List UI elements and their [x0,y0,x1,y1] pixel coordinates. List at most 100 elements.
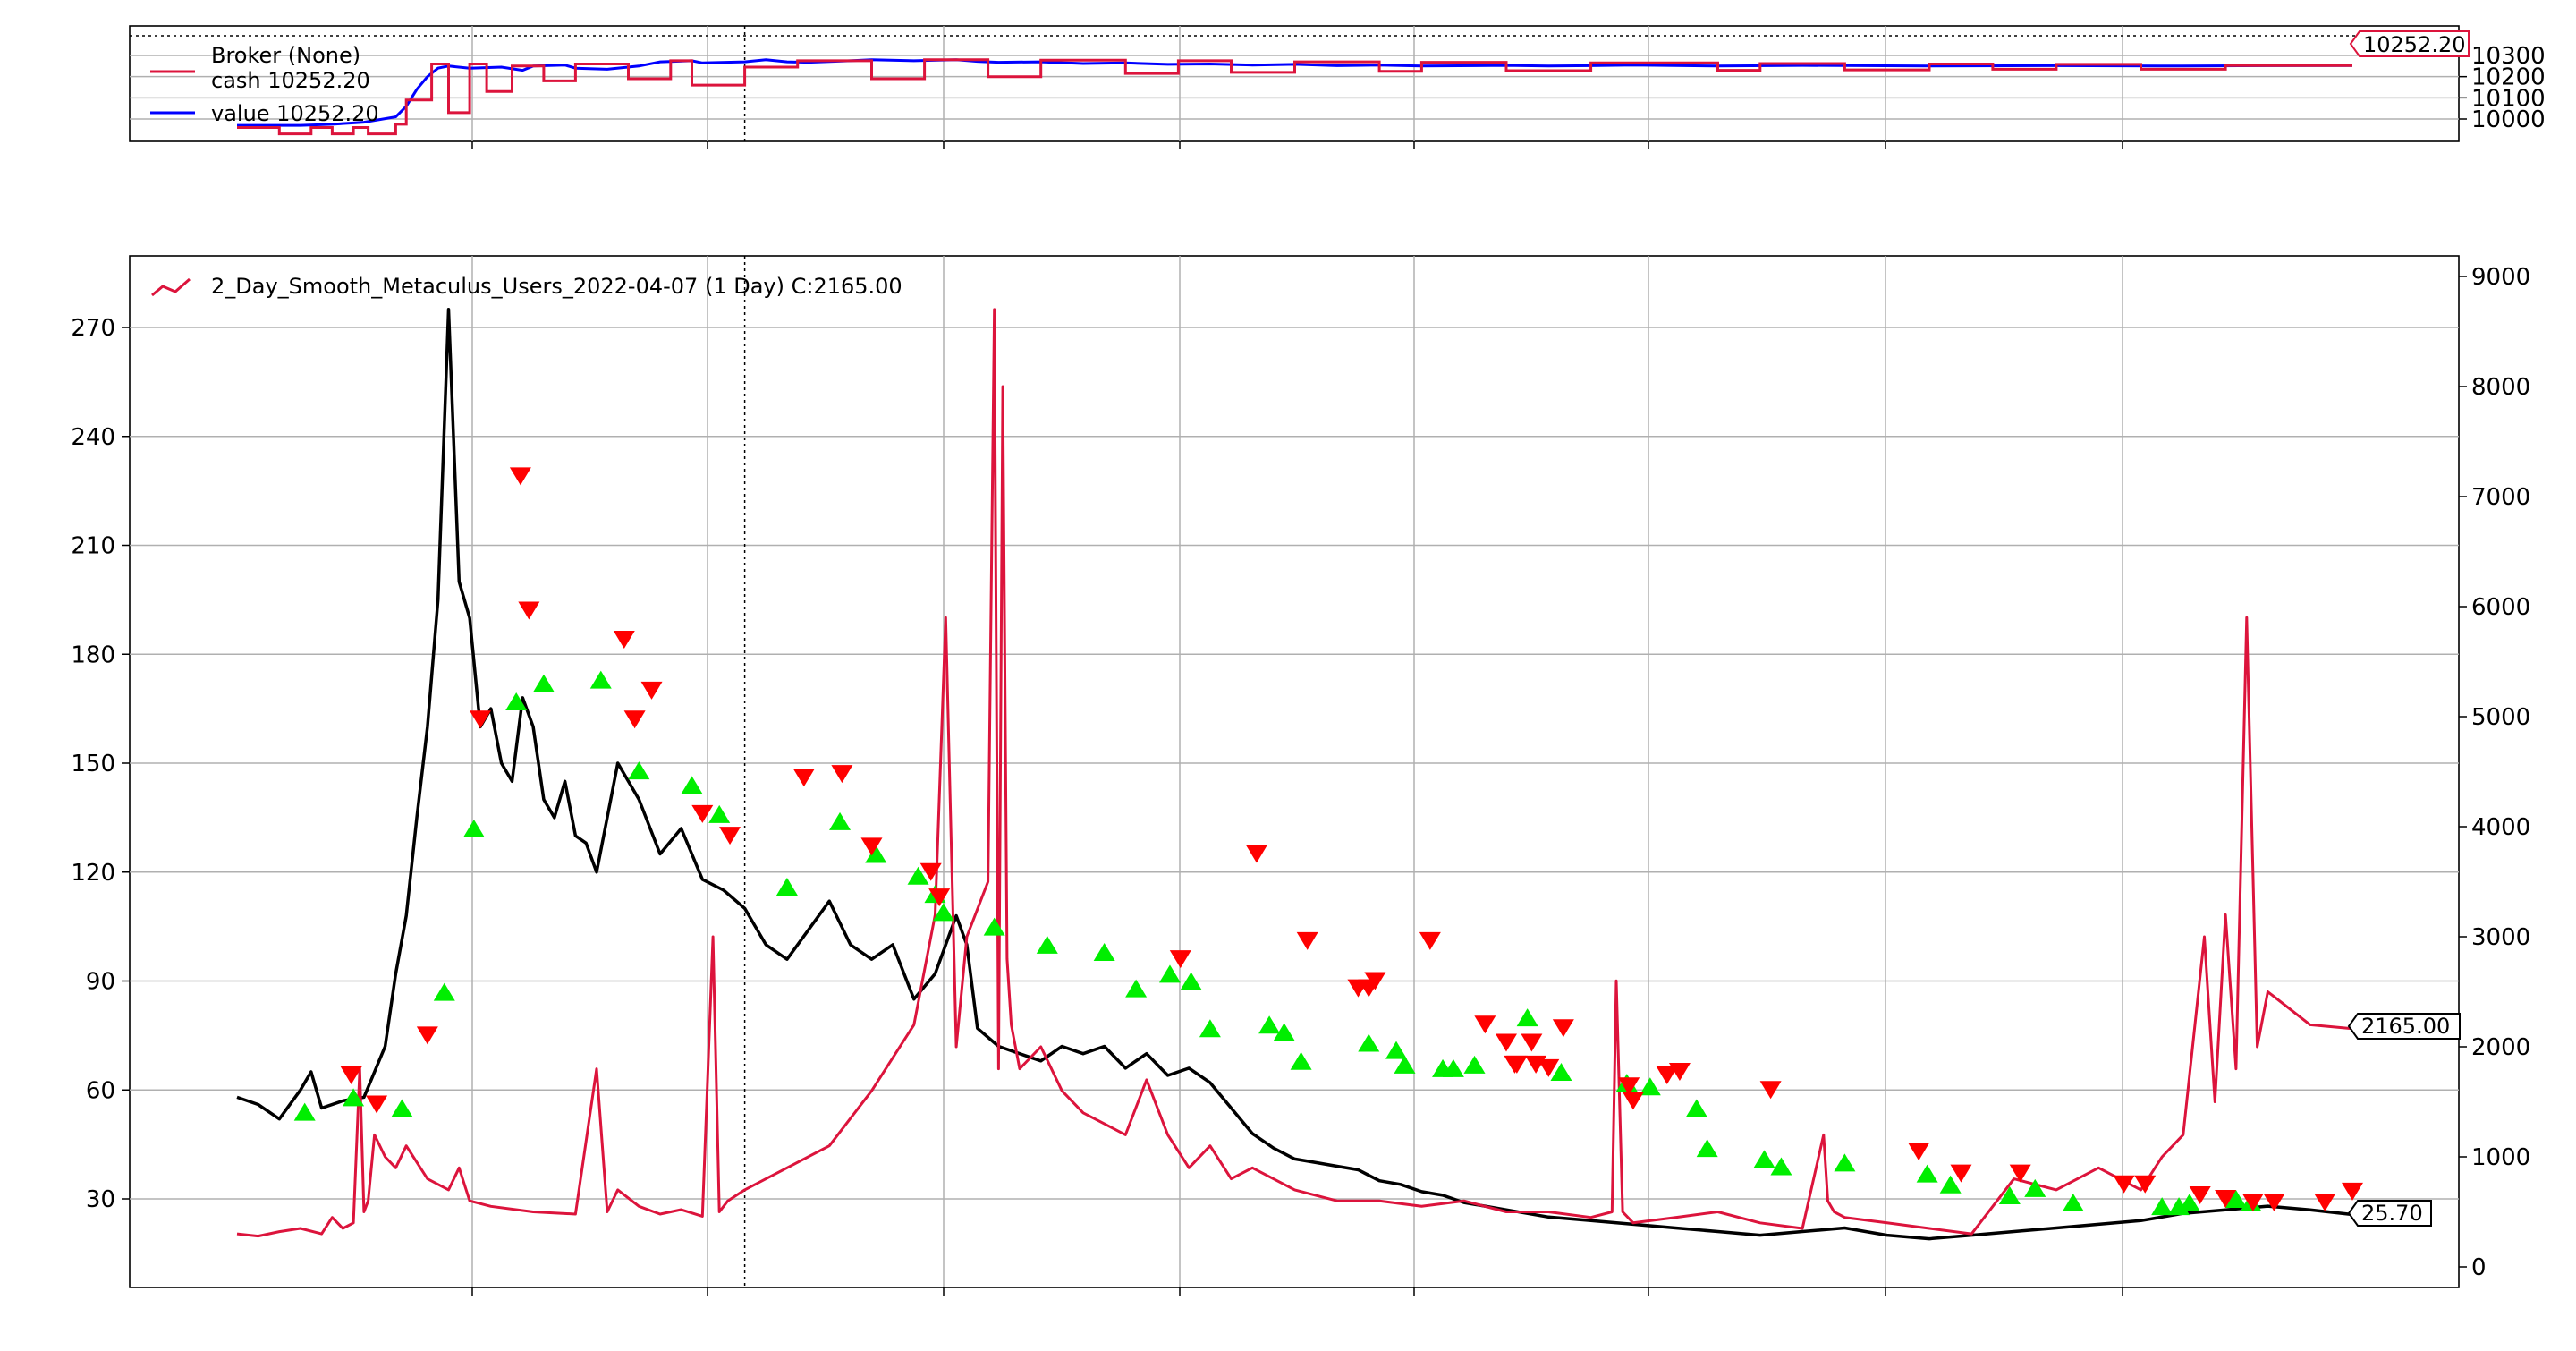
buy-signal-marker [343,1088,365,1107]
main-right-ytick-label: 6000 [2471,594,2530,621]
sell-signal-marker [1521,1033,1543,1052]
main-right-ytick-label: 8000 [2471,374,2530,401]
main-signal-markers [293,467,2363,1216]
buy-signal-marker [1290,1051,1312,1070]
buy-signal-marker [293,1102,316,1121]
buy-signal-marker [1036,935,1058,954]
buy-signal-marker [2224,1190,2247,1208]
sell-signal-marker [928,888,951,907]
broker-last-value-tag: 10252.20 [2349,30,2470,57]
buy-signal-marker [1358,1033,1380,1052]
main-left-ytick-label: 270 [71,315,115,342]
buy-signal-marker [1696,1139,1718,1158]
buy-signal-marker [391,1099,413,1117]
broker-ytick-label: 10200 [2471,64,2546,91]
main-series [236,307,2353,1241]
main-right-y-axis: 0 1000 2000 3000 4000 5000 6000 7000 8000 9000 [2459,264,2530,1281]
broker-legend: Broker (None) cash 10252.20 value 10252.… [150,43,379,126]
sell-signal-marker [1618,1077,1640,1096]
buy-signal-marker [1273,1023,1295,1041]
sell-signal-marker [1496,1033,1517,1052]
buy-signal-marker [462,820,485,838]
broker-series [237,58,2353,136]
sell-signal-marker [691,804,714,823]
sell-signal-marker [2189,1185,2211,1204]
sell-signal-marker [860,837,883,856]
buy-signal-marker [932,903,954,922]
sell-signal-marker [1950,1164,1972,1183]
sell-signal-marker [340,1066,362,1085]
buy-signal-marker [1685,1099,1707,1117]
main-left-ytick-label: 150 [71,751,115,777]
buy-signal-marker [1939,1175,1962,1194]
sell-signal-marker [1474,1015,1496,1034]
buy-signal-marker [532,674,555,692]
broker-plot-frame [129,25,2460,142]
sell-signal-marker [792,769,815,787]
main-last-price-tag: 25.70 [2347,1200,2432,1227]
broker-legend-value-label: value 10252.20 [211,101,379,126]
buy-signal-marker [2178,1194,2200,1212]
sell-signal-marker [2263,1194,2285,1212]
sell-signal-marker [2113,1175,2135,1194]
sell-signal-marker [1538,1058,1560,1077]
sell-signal-marker [2009,1164,2031,1183]
buy-signal-marker [1834,1153,1856,1172]
broker-ytick-label: 10000 [2471,106,2546,133]
sell-signal-marker [2241,1194,2264,1212]
main-right-ytick-label: 9000 [2471,264,2530,291]
buy-signal-marker [433,982,455,1001]
sell-signal-marker [2314,1194,2336,1212]
buy-signal-marker [589,670,612,689]
main-right-ytick-label: 2000 [2471,1034,2530,1061]
sell-signal-marker [1622,1092,1644,1110]
main-left-ytick-label: 30 [86,1186,115,1213]
main-right-ytick-label: 7000 [2471,484,2530,511]
buy-signal-marker [681,776,703,794]
main-left-ytick-label: 240 [71,424,115,451]
sell-signal-marker [613,631,635,650]
main-legend-swatch [151,277,191,297]
buy-signal-marker [1753,1150,1775,1168]
buy-signal-marker [1998,1185,2021,1204]
buy-signal-marker [1125,979,1148,998]
sell-signal-marker [623,710,646,729]
buy-signal-marker [983,917,1005,936]
buy-signal-marker [708,804,731,823]
broker-series-cash [237,58,2352,136]
buy-signal-marker [1158,964,1181,983]
broker-ytick-label: 10300 [2471,43,2546,70]
main-left-ytick-label: 120 [71,860,115,887]
sell-signal-marker [1552,1019,1574,1038]
main-grid [130,256,2459,1287]
main-left-ytick-label: 180 [71,642,115,668]
buy-signal-marker [1258,1015,1281,1034]
buy-signal-marker [1394,1055,1416,1074]
sell-signal-marker [2342,1182,2363,1201]
sell-signal-marker [1169,950,1191,969]
sell-signal-marker [416,1026,438,1045]
buy-signal-marker [1093,943,1115,962]
buy-signal-marker [1180,972,1202,990]
buy-signal-marker [1442,1058,1464,1077]
buy-signal-marker [2024,1178,2046,1197]
main-left-y-axis: 30 60 90 120 150 180 210 240 270 [71,315,130,1213]
main-panel: 30 60 90 120 150 180 210 240 270 0 1000 2000 3000 40… [71,255,2530,1296]
sell-signal-marker [1759,1081,1782,1100]
sell-signal-marker [640,681,663,700]
buy-signal-marker [628,761,650,780]
main-x-axis [471,1287,2123,1296]
main-right-ytick-label: 1000 [2471,1144,2530,1171]
broker-ytick-label: 10100 [2471,85,2546,112]
buy-signal-marker [2151,1197,2174,1216]
sell-signal-marker [469,710,491,729]
broker-legend-cash-label: cash 10252.20 [211,68,370,93]
sell-signal-marker [2134,1175,2157,1194]
main-right-ytick-label: 4000 [2471,814,2530,841]
sell-signal-marker [509,467,531,486]
sell-signal-marker [1656,1066,1678,1085]
main-right-ytick-label: 3000 [2471,924,2530,951]
buy-signal-marker [1550,1062,1572,1081]
